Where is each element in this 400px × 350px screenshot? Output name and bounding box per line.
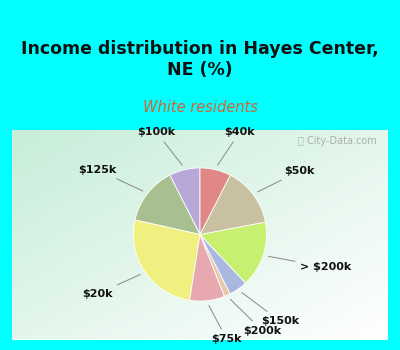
Text: $100k: $100k	[137, 127, 182, 165]
Wedge shape	[134, 220, 200, 300]
Text: $50k: $50k	[258, 166, 315, 192]
Wedge shape	[190, 234, 224, 301]
Wedge shape	[200, 175, 266, 234]
Text: $200k: $200k	[230, 299, 282, 336]
Wedge shape	[200, 234, 246, 294]
Text: $20k: $20k	[82, 274, 140, 299]
Text: White residents: White residents	[142, 100, 258, 115]
Wedge shape	[200, 234, 230, 296]
Wedge shape	[135, 175, 200, 234]
Text: $125k: $125k	[78, 165, 143, 191]
Text: Income distribution in Hayes Center,
NE (%): Income distribution in Hayes Center, NE …	[21, 40, 379, 79]
Text: ⓘ City-Data.com: ⓘ City-Data.com	[298, 136, 377, 146]
Text: $150k: $150k	[242, 293, 299, 326]
Text: $40k: $40k	[218, 127, 255, 165]
Wedge shape	[200, 222, 266, 283]
Text: > $200k: > $200k	[268, 256, 352, 272]
Wedge shape	[170, 168, 200, 234]
Wedge shape	[200, 168, 230, 234]
Text: $75k: $75k	[209, 306, 242, 344]
